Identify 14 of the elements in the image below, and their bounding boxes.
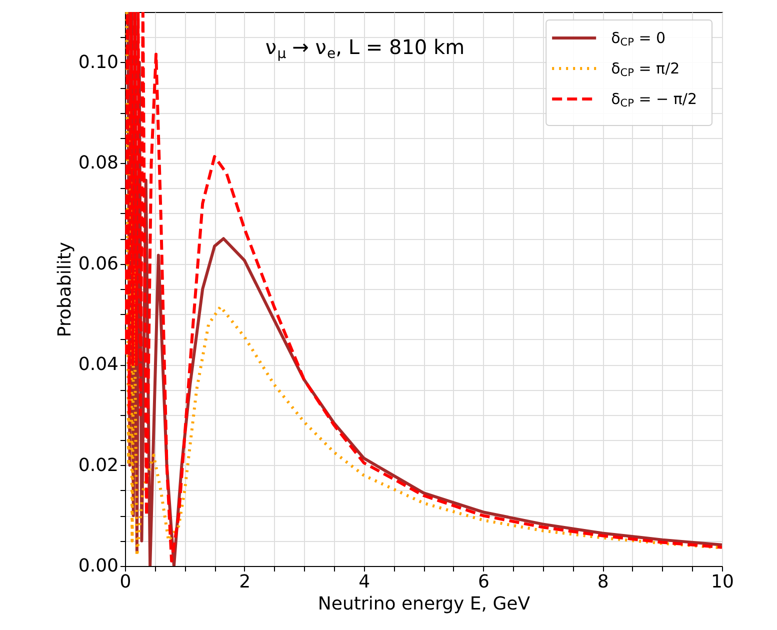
y-tick-label: 0.00 xyxy=(78,556,118,576)
x-axis-title: Neutrino energy E, GeV xyxy=(318,594,531,614)
y-tick-label: 0.10 xyxy=(78,52,118,73)
y-tick-label: 0.02 xyxy=(78,454,118,476)
y-tick-label: 0.04 xyxy=(78,354,118,376)
x-tick-label: 2 xyxy=(239,572,251,592)
y-tick-label: 0.08 xyxy=(78,152,118,174)
x-tick-label: 0 xyxy=(120,572,132,592)
x-tick-label: 10 xyxy=(711,572,734,592)
y-axis-title: Probability xyxy=(54,242,76,338)
x-tick-label: 6 xyxy=(478,572,490,592)
x-tick-label: 8 xyxy=(597,572,609,592)
y-tick-label: 0.06 xyxy=(78,253,118,274)
x-tick-label: 4 xyxy=(358,572,370,592)
